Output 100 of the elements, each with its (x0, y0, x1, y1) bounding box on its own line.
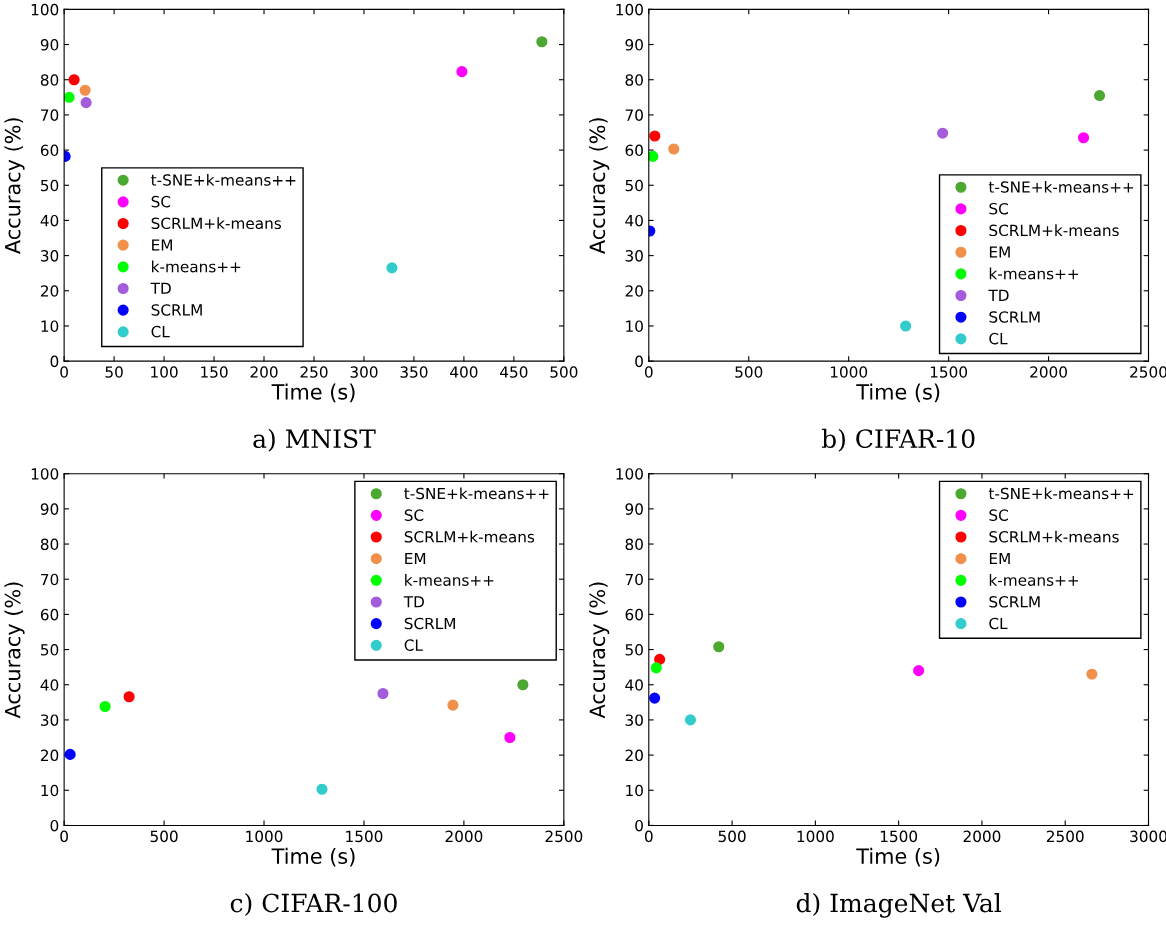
legend-label: SCRLM (989, 311, 1040, 323)
x-tick-label: 250 (300, 366, 328, 378)
x-tick-label: 500 (150, 830, 178, 843)
point (64, 748, 76, 760)
legend-label: t-SNE+k-means++ (404, 487, 549, 500)
x-tick-label: 1500 (346, 830, 383, 843)
y-tick-label: 0 (635, 819, 643, 832)
x-tick-label: 350 (400, 366, 428, 378)
point (1093, 90, 1106, 102)
y-tick-label: 30 (625, 250, 643, 262)
y-axis-title: Accuracy (%) (4, 118, 25, 254)
legend-label: TD (988, 289, 1009, 301)
y-tick-label: 60 (40, 144, 59, 157)
x-tick-label: 400 (450, 366, 478, 378)
x-tick-label: 200 (250, 366, 278, 378)
x-tick-label: 1000 (830, 366, 868, 378)
legend-label: SCRLM (151, 304, 202, 316)
point (123, 691, 135, 703)
y-tick-label: 50 (625, 179, 643, 192)
x-tick-label: 50 (105, 366, 123, 378)
y-tick-label: 80 (40, 538, 59, 551)
x-tick-label: 1000 (246, 830, 283, 843)
x-axis-title: Time (s) (856, 847, 940, 867)
y-tick-label: 0 (50, 819, 59, 832)
y-tick-label: 20 (625, 285, 643, 297)
y-tick-label: 90 (40, 503, 59, 515)
x-tick-label: 2500 (545, 830, 583, 843)
x-tick-label: 450 (500, 366, 528, 378)
legend-label: k-means++ (989, 574, 1079, 586)
x-tick-label: 0 (60, 366, 68, 378)
y-tick-label: 100 (616, 468, 643, 480)
legend-label: SCRLM+k-means (151, 217, 282, 230)
point (316, 783, 328, 795)
point (713, 641, 725, 653)
legend-label: EM (405, 552, 426, 565)
x-tick-label: 0 (644, 366, 653, 378)
legend-label: k-means++ (405, 574, 494, 586)
y-tick-label: 80 (625, 538, 643, 551)
x-tick-label: 0 (60, 830, 68, 843)
legend-label: SC (151, 195, 171, 208)
x-tick-label: 150 (201, 366, 228, 378)
y-tick-label: 40 (40, 679, 59, 691)
x-tick-label: 2000 (1030, 366, 1067, 378)
text: d) ImageNet Val (796, 893, 1002, 918)
point (684, 714, 696, 726)
y-tick-label: 20 (625, 749, 643, 762)
legend-label: SCRLM (404, 617, 455, 630)
point (99, 700, 111, 713)
y-tick-label: 100 (31, 468, 59, 480)
y-tick-label: 40 (40, 214, 59, 227)
legend-label: SC (989, 509, 1008, 521)
y-tick-label: 50 (41, 179, 59, 192)
legend-label: EM (152, 239, 172, 251)
legend-label: SCRLM+k-means (989, 530, 1119, 543)
y-tick-label: 60 (40, 608, 59, 621)
legend-label: SCRLM+k-means (989, 224, 1119, 237)
legend-label: CL (404, 639, 423, 651)
x-tick-label: 1500 (930, 366, 968, 378)
y-tick-label: 90 (625, 39, 643, 51)
legend-label: CL (989, 332, 1008, 345)
y-tick-label: 10 (41, 784, 59, 797)
point (447, 699, 459, 711)
y-axis-title: Accuracy (%) (589, 582, 610, 719)
x-axis-title: Time (s) (271, 847, 355, 867)
y-tick-label: 10 (626, 320, 643, 332)
y-tick-label: 20 (40, 285, 59, 297)
legend-label: EM (989, 552, 1010, 565)
y-tick-label: 0 (50, 355, 59, 368)
y-tick-label: 10 (41, 320, 59, 332)
y-tick-label: 70 (41, 573, 59, 586)
legend-label: SC (404, 509, 424, 521)
y-axis-title: Accuracy (%) (4, 582, 25, 719)
x-tick-label: 1000 (797, 830, 834, 843)
legend-label: k-means++ (152, 260, 241, 273)
x-tick-label: 500 (735, 366, 763, 378)
y-tick-label: 60 (625, 144, 643, 157)
legend-label: k-means++ (989, 267, 1079, 280)
point (1077, 132, 1090, 144)
x-tick-label: 2000 (445, 830, 483, 843)
y-tick-label: 30 (40, 714, 59, 726)
x-tick-label: 100 (151, 366, 178, 378)
point (386, 262, 398, 274)
y-tick-label: 70 (625, 109, 643, 121)
point (79, 84, 91, 96)
point (1086, 668, 1098, 680)
y-tick-label: 80 (40, 74, 59, 86)
legend-label: t-SNE+k-means++ (988, 180, 1134, 193)
x-tick-label: 500 (550, 366, 578, 378)
point (900, 320, 912, 332)
x-tick-label: 500 (718, 830, 746, 843)
y-tick-label: 50 (41, 644, 59, 656)
point (68, 74, 80, 86)
y-tick-label: 0 (635, 355, 643, 368)
y-axis-title: Accuracy (%) (589, 118, 610, 254)
text: b) CIFAR-10 (821, 428, 975, 452)
y-tick-label: 90 (40, 39, 59, 51)
legend-label: EM (989, 246, 1010, 258)
point (456, 66, 468, 78)
x-tick-label: 300 (350, 366, 378, 378)
legend-label: SCRLM (989, 596, 1040, 608)
